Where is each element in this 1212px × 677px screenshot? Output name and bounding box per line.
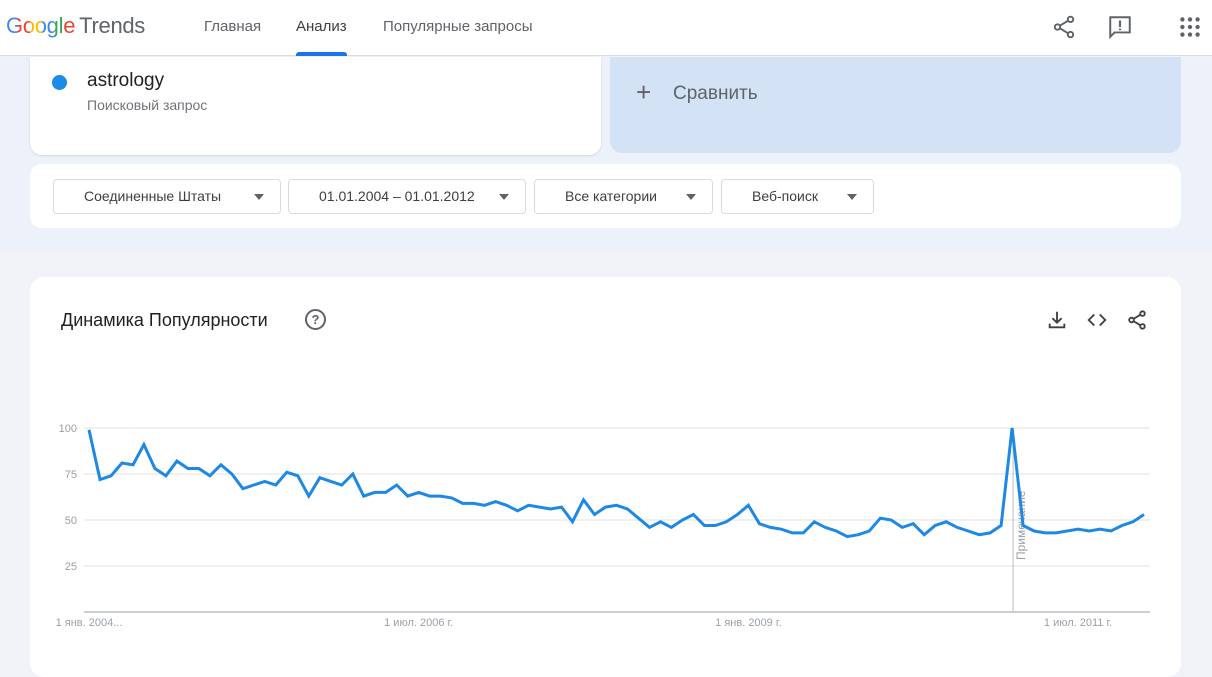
y-tick-label: 50 <box>65 515 77 527</box>
compare-button[interactable]: + Сравнить <box>610 57 1181 153</box>
category-dropdown[interactable]: Все категории <box>534 179 713 214</box>
caret-down-icon <box>254 194 264 200</box>
y-tick-label: 75 <box>65 469 77 481</box>
region-value: Соединенные Штаты <box>84 188 221 204</box>
date-range-dropdown[interactable]: 01.01.2004 – 01.01.2012 <box>288 179 526 214</box>
compare-label: Сравнить <box>673 83 758 105</box>
search-term-type: Поисковый запрос <box>87 97 207 113</box>
nav-trending[interactable]: Популярные запросы <box>383 0 533 56</box>
region-dropdown[interactable]: Соединенные Штаты <box>53 179 281 214</box>
caret-down-icon <box>847 194 857 200</box>
feedback-icon[interactable] <box>1107 14 1133 40</box>
x-tick-label: 1 янв. 2004... <box>56 617 123 629</box>
y-tick-label: 25 <box>65 561 77 573</box>
line-chart[interactable]: 25 50 75 100 1 янв. 2004... 1 июл. 2006 г. 1 я… <box>30 277 1181 657</box>
caret-down-icon <box>686 194 696 200</box>
share-icon[interactable] <box>1051 14 1077 40</box>
search-type-value: Веб-поиск <box>752 188 818 204</box>
apps-icon[interactable] <box>1177 14 1203 40</box>
x-tick-label: 1 июл. 2011 г. <box>1044 617 1112 629</box>
logo-google: Google <box>6 13 75 38</box>
filters-bar: Соединенные Штаты 01.01.2004 – 01.01.201… <box>30 164 1181 228</box>
caret-down-icon <box>499 194 509 200</box>
date-range-value: 01.01.2004 – 01.01.2012 <box>319 188 475 204</box>
search-type-dropdown[interactable]: Веб-поиск <box>721 179 874 214</box>
x-tick-label: 1 янв. 2009 г. <box>715 617 781 629</box>
plus-icon: + <box>636 77 651 108</box>
x-tick-label: 1 июл. 2006 г. <box>384 617 453 629</box>
search-term-card[interactable]: astrology Поисковый запрос <box>30 57 601 155</box>
term-color-dot <box>52 75 67 90</box>
category-value: Все категории <box>565 188 657 204</box>
logo-trends: Trends <box>79 13 145 38</box>
search-term[interactable]: astrology <box>87 70 164 92</box>
nav-explore[interactable]: Анализ <box>296 0 347 56</box>
nav-home[interactable]: Главная <box>204 0 261 56</box>
y-tick-label: 100 <box>59 423 77 435</box>
